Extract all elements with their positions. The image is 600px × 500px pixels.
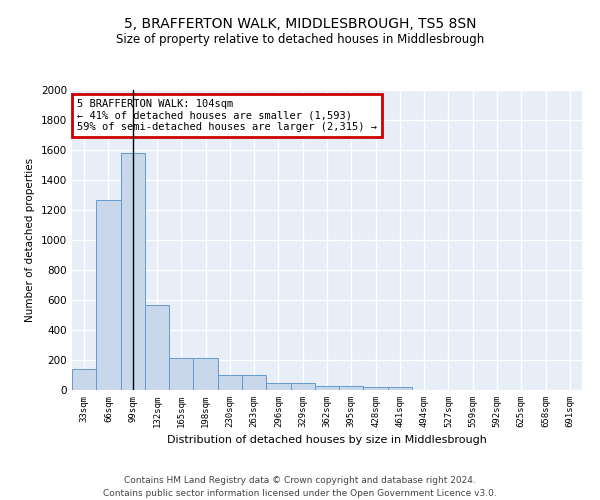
Bar (364, 387, 388, 390)
Bar (242, 375, 266, 390)
Bar (315, 386, 339, 390)
Bar (121, 153, 145, 390)
Bar (145, 304, 169, 390)
Bar (72, 369, 96, 390)
Bar (339, 386, 364, 390)
Bar (266, 382, 290, 390)
Bar (96, 200, 121, 390)
Bar (218, 375, 242, 390)
Text: Size of property relative to detached houses in Middlesbrough: Size of property relative to detached ho… (116, 32, 484, 46)
Bar (169, 358, 193, 390)
Bar (193, 358, 218, 390)
Text: Contains HM Land Registry data © Crown copyright and database right 2024.
Contai: Contains HM Land Registry data © Crown c… (103, 476, 497, 498)
X-axis label: Distribution of detached houses by size in Middlesbrough: Distribution of detached houses by size … (167, 436, 487, 446)
Bar (388, 387, 412, 390)
Text: 5, BRAFFERTON WALK, MIDDLESBROUGH, TS5 8SN: 5, BRAFFERTON WALK, MIDDLESBROUGH, TS5 8… (124, 18, 476, 32)
Text: 5 BRAFFERTON WALK: 104sqm
← 41% of detached houses are smaller (1,593)
59% of se: 5 BRAFFERTON WALK: 104sqm ← 41% of detac… (77, 99, 377, 132)
Y-axis label: Number of detached properties: Number of detached properties (25, 158, 35, 322)
Bar (290, 382, 315, 390)
